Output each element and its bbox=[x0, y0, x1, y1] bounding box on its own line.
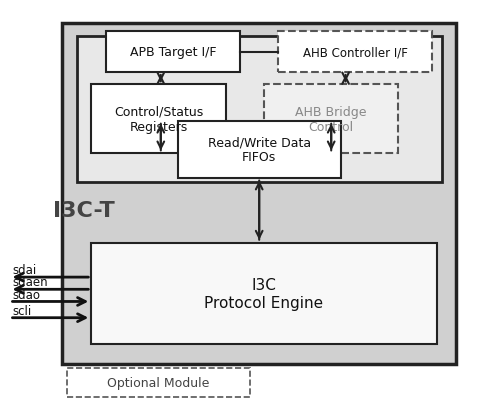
FancyBboxPatch shape bbox=[91, 243, 437, 344]
Text: AHB Controller I/F: AHB Controller I/F bbox=[303, 46, 408, 59]
Text: Read/Write Data
FIFOs: Read/Write Data FIFOs bbox=[208, 136, 311, 164]
FancyBboxPatch shape bbox=[278, 32, 432, 73]
Text: AHB Bridge
Control: AHB Bridge Control bbox=[296, 106, 367, 133]
FancyBboxPatch shape bbox=[67, 369, 250, 397]
FancyBboxPatch shape bbox=[178, 122, 341, 178]
Text: I3C
Protocol Engine: I3C Protocol Engine bbox=[204, 277, 324, 310]
FancyBboxPatch shape bbox=[62, 24, 456, 365]
Text: sdaen: sdaen bbox=[12, 276, 48, 289]
Text: APB Target I/F: APB Target I/F bbox=[130, 46, 216, 59]
FancyBboxPatch shape bbox=[106, 32, 240, 73]
Text: Optional Module: Optional Module bbox=[107, 376, 210, 389]
Text: scli: scli bbox=[12, 304, 31, 317]
Text: Control/Status
Registers: Control/Status Registers bbox=[114, 106, 203, 133]
Text: I3C-T: I3C-T bbox=[53, 200, 115, 221]
FancyBboxPatch shape bbox=[77, 36, 442, 182]
Text: sdao: sdao bbox=[12, 288, 40, 301]
FancyBboxPatch shape bbox=[264, 85, 398, 154]
Text: sdai: sdai bbox=[12, 264, 36, 277]
FancyBboxPatch shape bbox=[91, 85, 226, 154]
